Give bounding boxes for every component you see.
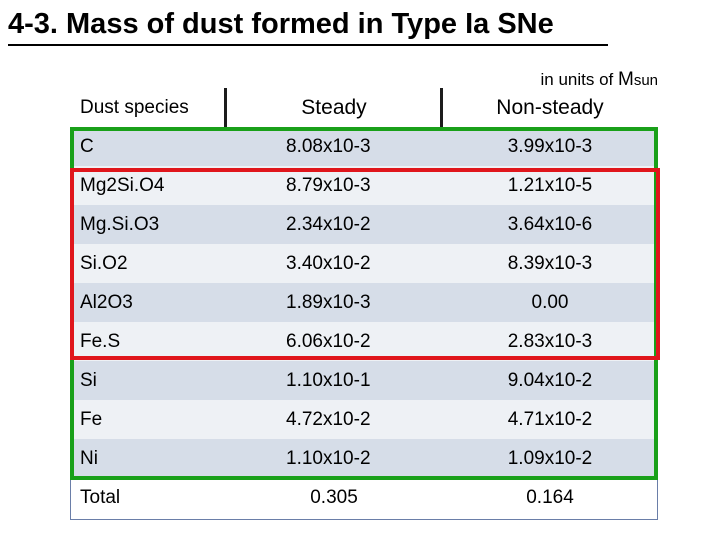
species-cell: Ni <box>80 448 98 469</box>
steady-cell: 8.08x10-3 <box>286 136 371 157</box>
total-steady: 0.305 <box>310 487 358 508</box>
table-row: Fe.S 6.06x10-2 2.83x10-3 <box>72 322 658 361</box>
species-cell: Si <box>80 370 97 391</box>
total-row: Total 0.305 0.164 <box>72 478 658 518</box>
slide-title: 4-3. Mass of dust formed in Type Ia SNe <box>8 4 608 46</box>
steady-cell: 3.40x10-2 <box>286 253 371 274</box>
header-dust-species: Dust species <box>80 97 189 118</box>
red-highlight-box <box>70 168 660 360</box>
non-steady-cell: 8.39x10-3 <box>507 253 593 274</box>
steady-cell: 4.72x10-2 <box>286 409 371 430</box>
total-non-steady: 0.164 <box>526 487 574 508</box>
non-steady-cell: 3.64x10-6 <box>507 214 593 235</box>
species-cell: Al2O3 <box>80 292 133 313</box>
dust-mass-table: Dust species Steady Non-steady C 8.08x10… <box>72 88 658 518</box>
units-prefix: in units of <box>540 70 618 89</box>
table-row: C 8.08x10-3 3.99x10-3 <box>72 127 658 166</box>
non-steady-cell: 4.71x10-2 <box>507 409 593 430</box>
total-row-border <box>70 480 658 520</box>
non-steady-cell: 1.09x10-2 <box>507 448 593 469</box>
units-symbol: M <box>617 69 634 90</box>
table-row: Fe 4.72x10-2 4.71x10-2 <box>72 400 658 439</box>
species-cell: Fe.S <box>80 331 121 352</box>
non-steady-cell: 0.00 <box>531 292 569 313</box>
table-header-row: Dust species Steady Non-steady <box>72 88 658 127</box>
units-subscript: sun <box>633 72 658 89</box>
total-label: Total <box>80 487 121 508</box>
table-row: Ni 1.10x10-2 1.09x10-2 <box>72 439 658 478</box>
table-row: Mg2Si.O4 8.79x10-3 1.21x10-5 <box>72 166 658 205</box>
table-row: Al2O3 1.89x10-3 0.00 <box>72 283 658 322</box>
header-steady: Steady <box>301 96 367 119</box>
non-steady-cell: 9.04x10-2 <box>507 370 593 391</box>
table-row: Mg.Si.O3 2.34x10-2 3.64x10-6 <box>72 205 658 244</box>
non-steady-cell: 3.99x10-3 <box>507 136 593 157</box>
steady-cell: 1.89x10-3 <box>286 292 371 313</box>
header-divider <box>224 88 227 127</box>
non-steady-cell: 1.21x10-5 <box>507 175 593 196</box>
steady-cell: 2.34x10-2 <box>286 214 371 235</box>
steady-cell: 1.10x10-1 <box>286 370 371 391</box>
steady-cell: 6.06x10-2 <box>286 331 371 352</box>
header-non-steady: Non-steady <box>496 96 604 119</box>
species-cell: C <box>80 136 94 157</box>
species-cell: Si.O2 <box>80 253 128 274</box>
header-divider <box>440 88 443 127</box>
table-row: Si.O2 3.40x10-2 8.39x10-3 <box>72 244 658 283</box>
table-row: Si 1.10x10-1 9.04x10-2 <box>72 361 658 400</box>
steady-cell: 1.10x10-2 <box>286 448 371 469</box>
species-cell: Mg.Si.O3 <box>80 214 160 235</box>
steady-cell: 8.79x10-3 <box>286 175 371 196</box>
units-note: in units of Msun <box>508 70 658 90</box>
non-steady-cell: 2.83x10-3 <box>507 331 593 352</box>
species-cell: Mg2Si.O4 <box>80 175 165 196</box>
species-cell: Fe <box>80 409 103 430</box>
